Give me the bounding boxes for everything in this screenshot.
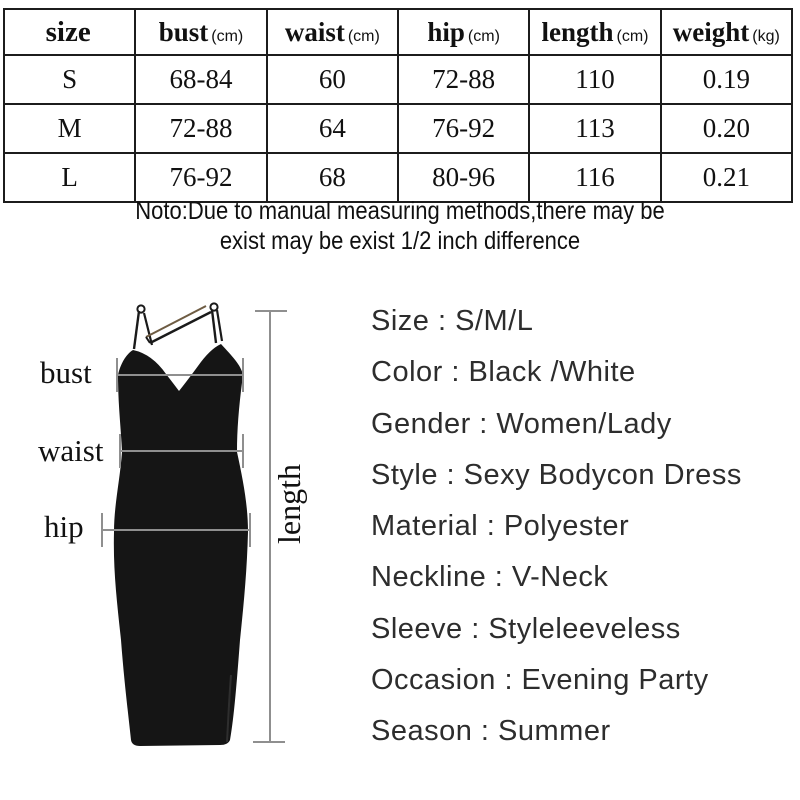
dress-silhouette-icon xyxy=(113,302,249,746)
detail-item-gender: Gender : Women/Lady xyxy=(371,407,672,440)
right-strap-icon xyxy=(209,302,224,344)
detail-item-material: Material : Polyester xyxy=(371,510,630,543)
bust-label: bust xyxy=(40,355,92,390)
hip-measure-line xyxy=(101,513,251,547)
cell-length-s: 110 xyxy=(528,54,662,105)
cell-bust-s: 68-84 xyxy=(134,54,268,105)
size-chart-table: size bust (cm) waist (cm) hip (cm) length (c… xyxy=(2,8,794,203)
header-cell-hip: hip (cm) xyxy=(396,8,531,56)
header-label-weight: weight xyxy=(672,16,750,47)
cell-bust-l: 76-92 xyxy=(134,152,268,203)
detail-item-neckline: Neckline : V-Neck xyxy=(371,561,609,594)
cell-weight-l: 0.21 xyxy=(659,152,794,203)
cell-weight-m: 0.20 xyxy=(659,103,794,154)
cell-size-l: L xyxy=(2,152,137,203)
detail-item-season: Season : Summer xyxy=(371,715,611,748)
detail-item-style: Style : Sexy Bodycon Dress xyxy=(371,458,742,491)
header-cell-weight: weight (kg) xyxy=(659,8,794,56)
header-cell-size: size xyxy=(2,8,137,56)
cell-waist-m: 64 xyxy=(265,103,399,154)
table-header-row: size bust (cm) waist (cm) hip (cm) length (c… xyxy=(2,8,794,56)
table-row-m: M 72-88 64 76-92 113 0.20 xyxy=(2,103,794,154)
detail-item-sleeve: Sleeve : Styleleeveless xyxy=(371,612,681,645)
header-unit-bust: (cm) xyxy=(211,27,244,45)
table-row-l: L 76-92 68 80-96 116 0.21 xyxy=(2,152,794,203)
detail-item-occasion: Occasion : Evening Party xyxy=(371,664,709,697)
header-unit-weight: (kg) xyxy=(752,27,780,45)
left-strap-icon xyxy=(132,304,154,350)
cell-size-m: M xyxy=(2,103,137,154)
waist-label: waist xyxy=(38,433,104,468)
length-label: length xyxy=(271,464,307,544)
header-cell-waist: waist (cm) xyxy=(265,8,399,56)
header-unit-hip: (cm) xyxy=(467,27,500,45)
cell-bust-m: 72-88 xyxy=(134,103,268,154)
hip-label: hip xyxy=(44,509,84,544)
cell-size-s: S xyxy=(2,54,137,105)
diagonal-strap-icon xyxy=(145,305,212,345)
cell-hip-m: 76-92 xyxy=(396,103,531,154)
header-label-waist: waist xyxy=(284,16,345,47)
waist-measure-line xyxy=(119,434,244,468)
header-label-hip: hip xyxy=(427,16,465,47)
measurement-lines xyxy=(101,310,287,743)
header-cell-length: length (cm) xyxy=(528,8,662,56)
header-label-length: length xyxy=(541,16,614,47)
product-details-list: Size : S/M/L Color : Black /White Gender… xyxy=(371,296,791,758)
note-line-1: Noto:Due to manual measuring methods,the… xyxy=(135,197,665,225)
header-unit-length: (cm) xyxy=(616,27,649,45)
dress-measurement-figure: bust waist hip length xyxy=(0,280,360,750)
header-label-size: size xyxy=(45,15,91,48)
header-label-bust: bust xyxy=(158,16,209,47)
length-measure-line xyxy=(253,310,287,743)
header-unit-waist: (cm) xyxy=(347,27,380,45)
cell-length-m: 113 xyxy=(528,103,662,154)
cell-waist-l: 68 xyxy=(265,152,399,203)
cell-hip-s: 72-88 xyxy=(396,54,531,105)
note-line-2: exist may be exist 1/2 inch difference xyxy=(219,227,581,255)
detail-item-size: Size : S/M/L xyxy=(371,305,534,337)
cell-length-l: 116 xyxy=(528,152,662,203)
bust-measure-line xyxy=(116,358,244,392)
table-row-s: S 68-84 60 72-88 110 0.19 xyxy=(2,54,794,105)
measurement-note: Noto:Due to manual measuring methods,the… xyxy=(48,196,752,256)
cell-hip-l: 80-96 xyxy=(396,152,531,203)
header-cell-bust: bust (cm) xyxy=(134,8,268,56)
cell-weight-s: 0.19 xyxy=(659,54,794,105)
cell-waist-s: 60 xyxy=(265,54,399,105)
detail-item-color: Color : Black /White xyxy=(371,356,636,389)
